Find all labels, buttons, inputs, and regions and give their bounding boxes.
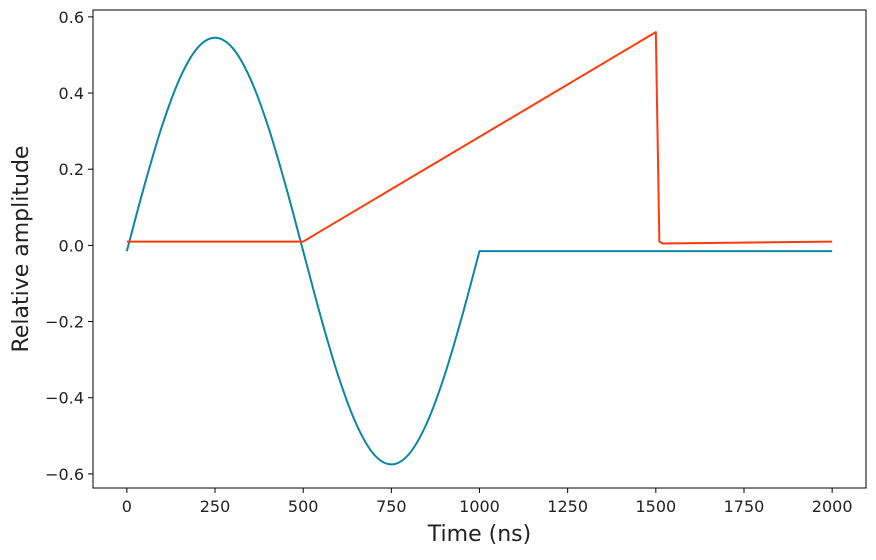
series-line-sine: [125, 36, 833, 466]
x-axis-label: Time (ns): [427, 522, 531, 547]
y-tick-label: −0.6: [45, 465, 84, 484]
x-tick-label: 0: [122, 497, 132, 516]
x-tick-label: 1500: [635, 497, 676, 516]
y-tick-label: 0.4: [59, 84, 84, 103]
y-tick-label: −0.2: [45, 313, 84, 332]
y-tick-label: 0.2: [59, 160, 84, 179]
y-axis-label: Relative amplitude: [9, 146, 34, 353]
ticks-layer: 0 250 500 750 1000 1250 1500 1750 2000 −0.6 −0.4 −0…: [45, 8, 852, 516]
y-tick-label: 0.0: [59, 236, 84, 255]
x-tick-label: 1250: [547, 497, 588, 516]
y-tick-label: −0.4: [45, 389, 84, 408]
x-tick-label: 750: [376, 497, 407, 516]
y-tick-label: 0.6: [59, 8, 84, 27]
x-tick-label: 500: [288, 497, 319, 516]
x-tick-label: 1750: [724, 497, 765, 516]
series-line-ramp: [126, 31, 833, 245]
x-tick-label: 250: [200, 497, 231, 516]
x-tick-label: 1000: [459, 497, 500, 516]
series-layer: [125, 31, 833, 466]
x-tick-label: 2000: [812, 497, 853, 516]
plot-frame: [92, 9, 867, 489]
